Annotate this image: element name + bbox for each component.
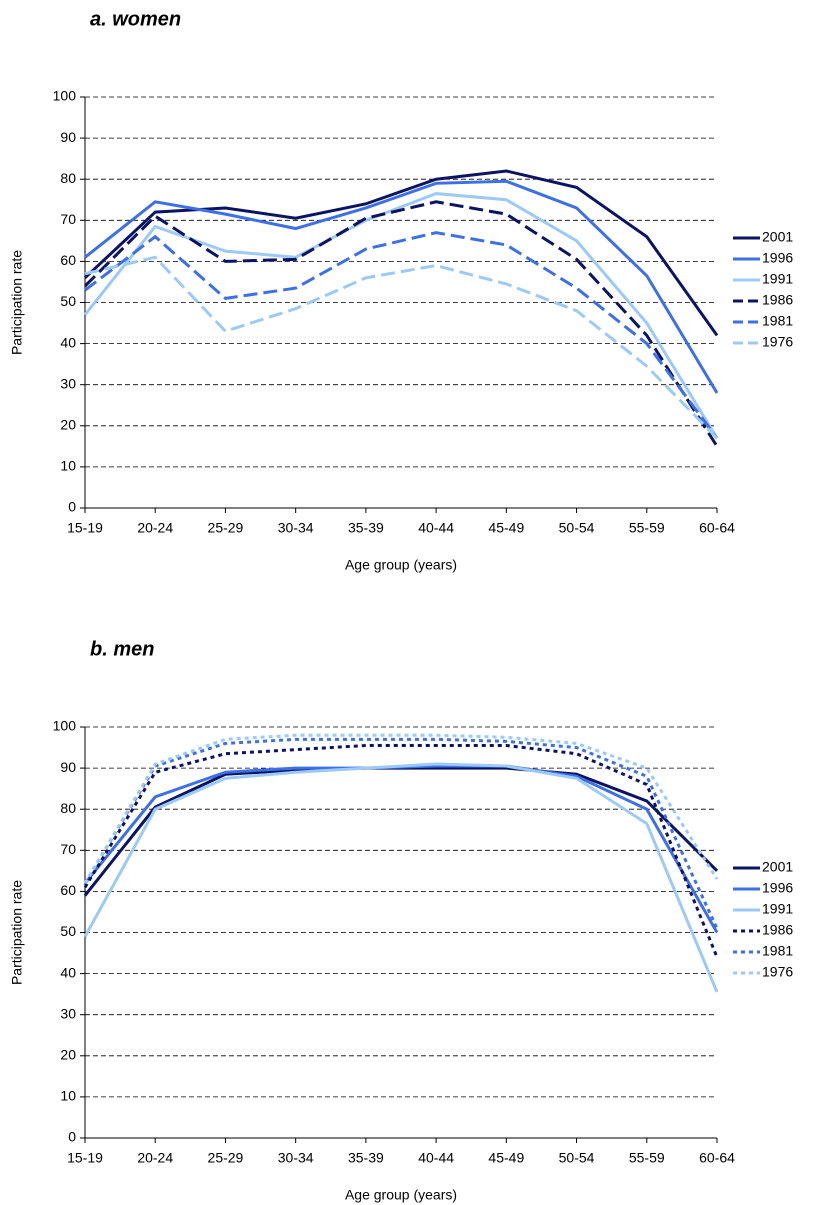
series-line — [83, 733, 719, 884]
x-tick-label: 50-54 — [559, 520, 595, 536]
y-tick-label: 60 — [60, 882, 76, 898]
x-tick-label: 20-24 — [137, 520, 173, 536]
y-tick-label: 0 — [68, 1129, 76, 1145]
x-axis-label: Age group (years) — [345, 1187, 457, 1203]
legend-label: 1981 — [762, 313, 793, 329]
legend-label: 1996 — [762, 250, 793, 266]
legend-label: 1976 — [762, 334, 793, 350]
legend-label: 2001 — [762, 859, 793, 875]
series-line — [83, 169, 719, 337]
x-tick-label: 45-49 — [488, 520, 524, 536]
series-line — [84, 231, 719, 440]
y-tick-label: 20 — [60, 417, 76, 433]
legend-label: 2001 — [762, 229, 793, 245]
legend-label: 1991 — [762, 271, 793, 287]
legend-label: 1986 — [762, 922, 793, 938]
series-line — [83, 743, 719, 958]
y-tick-label: 50 — [60, 923, 76, 939]
series-line — [83, 200, 719, 448]
y-tick-label: 100 — [53, 718, 77, 734]
x-tick-label: 25-29 — [208, 1150, 244, 1166]
x-tick-label: 30-34 — [278, 1150, 314, 1166]
x-tick-label: 40-44 — [418, 1150, 454, 1166]
y-axis-label: Participation rate — [9, 880, 25, 985]
x-tick-label: 15-19 — [67, 1150, 103, 1166]
y-tick-label: 40 — [60, 334, 76, 350]
y-tick-label: 80 — [60, 800, 76, 816]
x-axis-label: Age group (years) — [345, 557, 457, 573]
x-tick-label: 30-34 — [278, 520, 314, 536]
y-tick-label: 10 — [60, 1088, 76, 1104]
y-axis-label: Participation rate — [9, 250, 25, 355]
x-tick-label: 35-39 — [348, 520, 384, 536]
chart-title: b. men — [90, 638, 154, 660]
x-tick-label: 15-19 — [67, 520, 103, 536]
y-tick-label: 60 — [60, 252, 76, 268]
y-tick-label: 100 — [53, 88, 77, 104]
y-tick-label: 70 — [60, 211, 76, 227]
x-tick-label: 55-59 — [629, 1150, 665, 1166]
y-tick-label: 70 — [60, 841, 76, 857]
chart-title: a. women — [90, 8, 181, 30]
series-line — [84, 255, 719, 440]
y-tick-label: 0 — [68, 499, 76, 515]
x-tick-label: 60-64 — [699, 520, 735, 536]
x-tick-label: 60-64 — [699, 1150, 735, 1166]
y-tick-label: 30 — [60, 1005, 76, 1021]
x-tick-label: 55-59 — [629, 520, 665, 536]
series-line — [83, 737, 719, 930]
y-tick-label: 80 — [60, 170, 76, 186]
y-tick-label: 40 — [60, 964, 76, 980]
x-tick-label: 35-39 — [348, 1150, 384, 1166]
legend-label: 1976 — [762, 964, 793, 980]
x-tick-label: 25-29 — [208, 520, 244, 536]
y-tick-label: 50 — [60, 293, 76, 309]
y-tick-label: 30 — [60, 375, 76, 391]
x-tick-label: 20-24 — [137, 1150, 173, 1166]
legend-label: 1991 — [762, 901, 793, 917]
legend-label: 1996 — [762, 880, 793, 896]
y-tick-label: 20 — [60, 1047, 76, 1063]
y-tick-label: 10 — [60, 458, 76, 474]
y-tick-label: 90 — [60, 129, 76, 145]
legend-label: 1986 — [762, 292, 793, 308]
series-line — [83, 762, 719, 993]
series-line — [84, 179, 719, 394]
y-tick-label: 90 — [60, 759, 76, 775]
legend-label: 1981 — [762, 943, 793, 959]
x-tick-label: 45-49 — [488, 1150, 524, 1166]
x-tick-label: 40-44 — [418, 520, 454, 536]
x-tick-label: 50-54 — [559, 1150, 595, 1166]
